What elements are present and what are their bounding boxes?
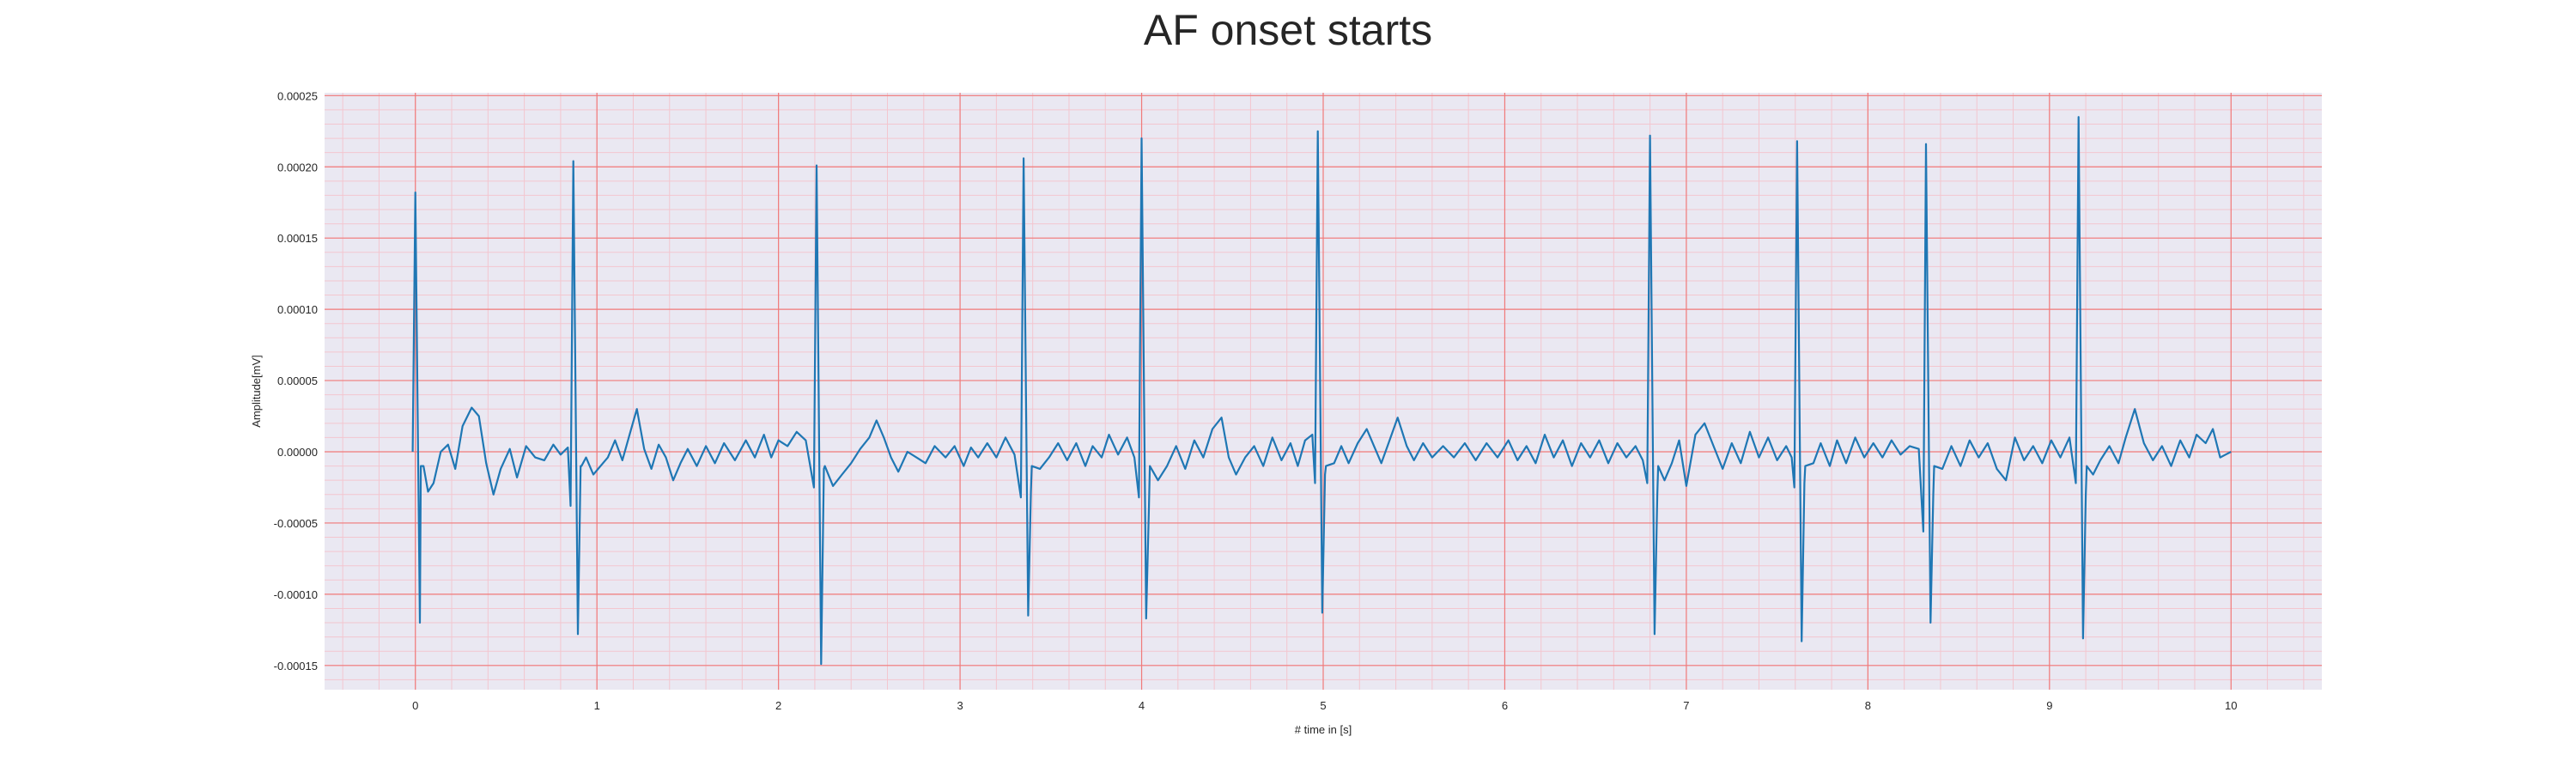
x-axis-label: # time in [s] (1295, 723, 1352, 736)
x-axis-ticks: 0 1 2 3 4 5 6 7 8 9 10 (412, 699, 2237, 712)
y-tick-label: -0.00005 (274, 517, 318, 530)
y-tick-label: 0.00015 (277, 232, 318, 245)
y-tick-label: 0.00005 (277, 374, 318, 387)
x-tick-label: 2 (775, 699, 781, 712)
x-tick-label: 5 (1320, 699, 1326, 712)
x-tick-label: 7 (1683, 699, 1689, 712)
x-tick-label: 9 (2046, 699, 2052, 712)
y-tick-label: -0.00015 (274, 660, 318, 673)
y-tick-label: 0.00020 (277, 161, 318, 173)
x-tick-label: 10 (2225, 699, 2237, 712)
y-tick-label: 0.00010 (277, 303, 318, 316)
x-tick-label: 1 (594, 699, 600, 712)
x-tick-label: 4 (1139, 699, 1145, 712)
x-tick-label: 3 (957, 699, 963, 712)
y-axis-ticks: -0.00015 -0.00010 -0.00005 0.00000 0.00005 0.… (274, 89, 318, 672)
x-tick-label: 8 (1865, 699, 1871, 712)
y-tick-label: -0.00010 (274, 588, 318, 601)
x-tick-label: 6 (1502, 699, 1508, 712)
y-axis-label: Amplitude[mV] (250, 355, 263, 428)
x-tick-label: 0 (412, 699, 418, 712)
y-tick-label: 0.00025 (277, 89, 318, 102)
y-tick-label: 0.00000 (277, 446, 318, 459)
chart-title: AF onset starts (1144, 6, 1432, 54)
